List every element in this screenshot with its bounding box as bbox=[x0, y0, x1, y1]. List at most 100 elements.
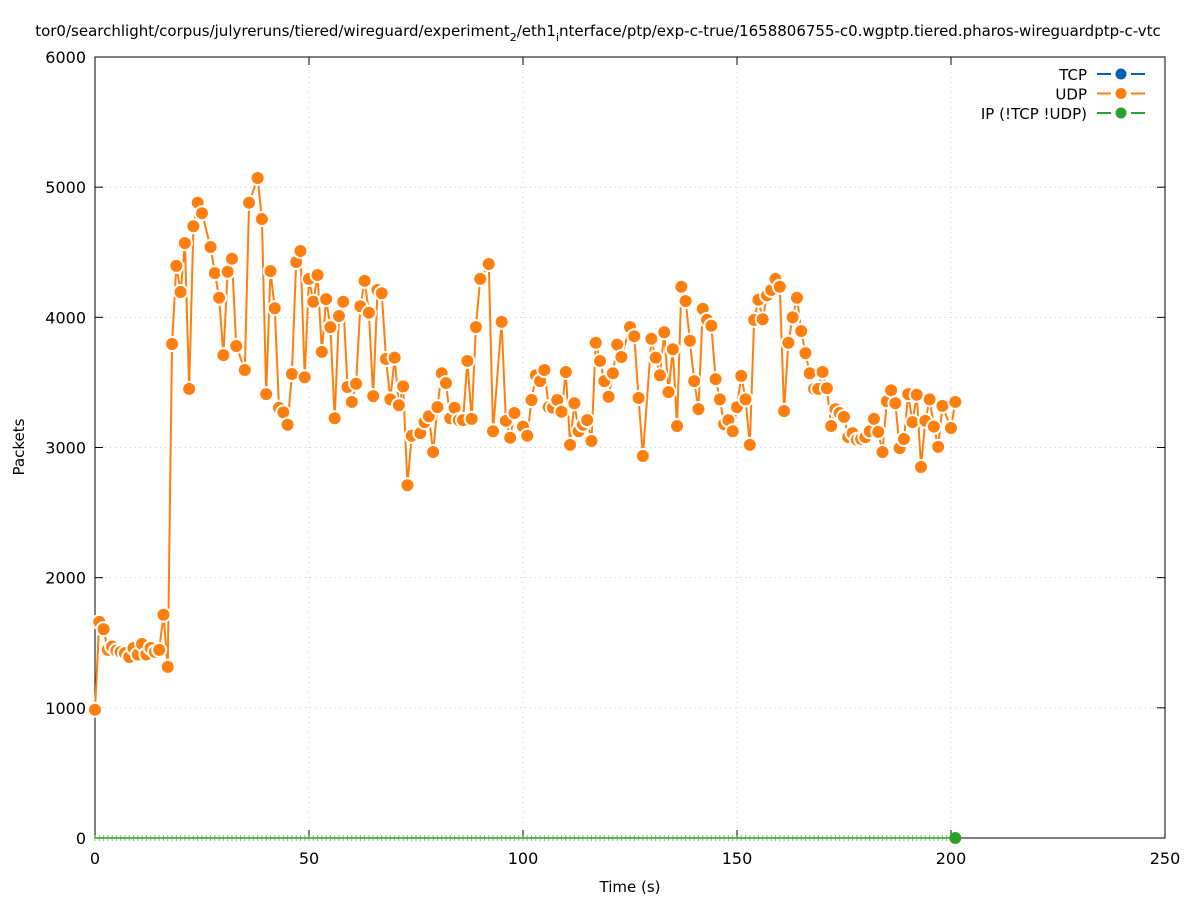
udp-point bbox=[322, 319, 339, 336]
udp-point bbox=[176, 235, 193, 252]
udp-point bbox=[437, 375, 454, 392]
udp-point bbox=[741, 436, 758, 453]
udp-point bbox=[707, 371, 724, 388]
legend-marker bbox=[1115, 68, 1127, 80]
udp-point bbox=[673, 278, 690, 295]
udp-point bbox=[904, 414, 921, 431]
series-ip bbox=[94, 832, 962, 844]
udp-point bbox=[660, 384, 677, 401]
y-tick-label: 6000 bbox=[45, 48, 86, 67]
udp-point bbox=[313, 343, 330, 360]
udp-point bbox=[587, 334, 604, 351]
y-tick-label: 3000 bbox=[45, 439, 86, 458]
udp-point bbox=[292, 242, 309, 259]
legend-marker bbox=[1115, 88, 1127, 99]
udp-point bbox=[733, 367, 750, 384]
udp-point bbox=[579, 412, 596, 429]
udp-point bbox=[502, 429, 519, 446]
udp-point bbox=[553, 403, 570, 420]
y-tick-label: 1000 bbox=[45, 699, 86, 718]
udp-point bbox=[399, 477, 416, 494]
udp-point bbox=[562, 436, 579, 453]
udp-point bbox=[711, 391, 728, 408]
x-tick-label: 50 bbox=[299, 849, 319, 868]
udp-point bbox=[296, 369, 313, 386]
udp-point bbox=[784, 309, 801, 326]
udp-point bbox=[249, 170, 266, 187]
udp-point bbox=[463, 410, 480, 427]
udp-point bbox=[335, 293, 352, 310]
y-tick-label: 5000 bbox=[45, 178, 86, 197]
udp-point bbox=[262, 263, 279, 280]
udp-point bbox=[823, 418, 840, 435]
udp-point bbox=[887, 395, 904, 412]
udp-point bbox=[386, 349, 403, 366]
udp-point bbox=[801, 365, 818, 382]
udp-point bbox=[472, 270, 489, 287]
udp-point bbox=[947, 393, 964, 410]
udp-point bbox=[681, 332, 698, 349]
udp-point bbox=[95, 621, 112, 638]
axes: 0 50 100 150 200 250 0 1000 2000 3000 4000 5000 6000 bbox=[45, 48, 1180, 868]
udp-point bbox=[202, 239, 219, 256]
udp-point bbox=[793, 323, 810, 340]
udp-point bbox=[557, 364, 574, 381]
udp-point bbox=[651, 367, 668, 384]
udp-point bbox=[87, 701, 103, 718]
udp-point bbox=[194, 205, 210, 222]
udp-point bbox=[164, 336, 181, 353]
y-axis-title: Packets bbox=[10, 418, 28, 475]
udp-point bbox=[943, 419, 959, 436]
udp-point bbox=[771, 278, 788, 295]
udp-point bbox=[536, 362, 553, 379]
udp-point bbox=[467, 319, 484, 336]
udp-point bbox=[279, 416, 296, 433]
udp-point bbox=[373, 285, 390, 302]
udp-point bbox=[395, 378, 412, 395]
udp-point bbox=[348, 375, 365, 392]
udp-point bbox=[686, 373, 703, 390]
udp-point bbox=[360, 304, 377, 321]
udp-point bbox=[925, 418, 942, 435]
udp-point bbox=[613, 349, 630, 366]
udp-point bbox=[677, 293, 694, 310]
udp-point bbox=[223, 250, 240, 267]
udp-point bbox=[814, 364, 831, 381]
x-tick-label: 100 bbox=[508, 849, 539, 868]
udp-point bbox=[647, 349, 664, 366]
udp-point bbox=[480, 255, 497, 272]
udp-point bbox=[934, 397, 951, 414]
udp-point bbox=[883, 382, 900, 399]
udp-point bbox=[305, 293, 322, 310]
udp-point bbox=[318, 291, 335, 308]
legend-label: TCP bbox=[1058, 66, 1087, 84]
udp-point bbox=[643, 330, 660, 347]
udp-point bbox=[343, 393, 360, 410]
legend-entry-1: UDP bbox=[1055, 86, 1145, 104]
udp-point bbox=[566, 395, 583, 412]
grid bbox=[95, 57, 1165, 838]
udp-point bbox=[493, 313, 510, 330]
udp-point bbox=[913, 459, 930, 476]
udp-point bbox=[592, 352, 609, 369]
udp-point bbox=[690, 401, 707, 418]
ip-point bbox=[949, 832, 962, 844]
legend-label: IP (!TCP !UDP) bbox=[981, 105, 1087, 123]
udp-point bbox=[776, 403, 793, 420]
y-tick-label: 2000 bbox=[45, 569, 86, 588]
udp-point bbox=[780, 334, 797, 351]
udp-point bbox=[600, 388, 617, 405]
udp-point bbox=[236, 362, 253, 379]
series-udp bbox=[87, 170, 964, 718]
udp-point bbox=[459, 352, 476, 369]
y-tick-label: 0 bbox=[76, 829, 86, 848]
udp-point bbox=[241, 194, 258, 211]
udp-point bbox=[865, 410, 882, 427]
udp-point bbox=[754, 311, 771, 328]
y-tick-label: 4000 bbox=[45, 308, 86, 327]
udp-point bbox=[626, 328, 643, 345]
udp-point bbox=[921, 391, 938, 408]
chart-title: tor0/searchlight/corpus/julyreruns/tiere… bbox=[35, 22, 1161, 44]
